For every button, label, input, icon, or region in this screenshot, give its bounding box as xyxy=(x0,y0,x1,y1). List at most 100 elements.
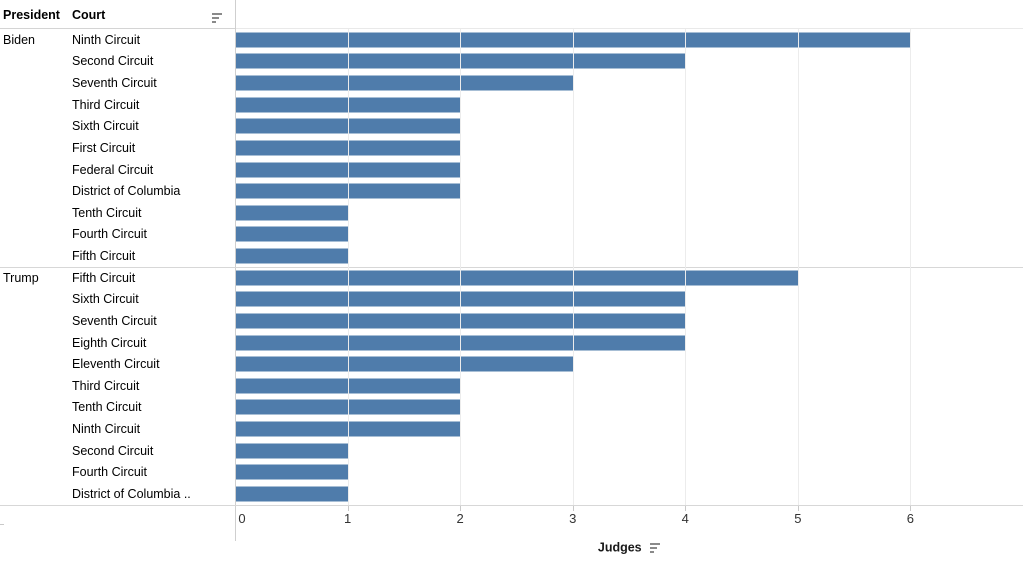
chart-row: Second Circuit xyxy=(0,440,1023,462)
bar[interactable] xyxy=(236,97,462,113)
bar[interactable] xyxy=(236,486,349,502)
chart-row: Sixth Circuit xyxy=(0,289,1023,311)
gridline xyxy=(572,29,574,505)
court-label[interactable]: Tenth Circuit xyxy=(72,400,142,415)
court-label[interactable]: Fourth Circuit xyxy=(72,465,148,480)
court-label[interactable]: Eighth Circuit xyxy=(72,335,147,350)
bar[interactable] xyxy=(236,248,349,264)
bar[interactable] xyxy=(236,399,462,415)
chart-row: Tenth Circuit xyxy=(0,202,1023,224)
court-label[interactable]: Seventh Circuit xyxy=(72,313,157,328)
x-tick-label: 3 xyxy=(569,511,577,526)
court-label[interactable]: Fifth Circuit xyxy=(72,270,136,285)
chart-row: Third Circuit xyxy=(0,94,1023,116)
bar[interactable] xyxy=(236,226,349,242)
court-label[interactable]: Eleventh Circuit xyxy=(72,357,160,372)
tick-mark xyxy=(910,506,912,511)
court-label[interactable]: First Circuit xyxy=(72,140,136,155)
court-label[interactable]: Third Circuit xyxy=(72,378,140,393)
left-edge-tick xyxy=(0,524,4,525)
court-label[interactable]: Second Circuit xyxy=(72,443,154,458)
chart-row: Third Circuit xyxy=(0,375,1023,397)
bar[interactable] xyxy=(236,118,462,134)
chart-row: First Circuit xyxy=(0,137,1023,159)
bar[interactable] xyxy=(236,464,349,480)
x-tick-label: 1 xyxy=(343,511,352,526)
x-axis-title-label: Judges xyxy=(597,540,642,555)
court-label[interactable]: Sixth Circuit xyxy=(72,119,139,134)
chart-row: Fifth Circuit xyxy=(0,245,1023,267)
sort-descending-icon[interactable] xyxy=(650,542,661,553)
bar[interactable] xyxy=(236,421,462,437)
chart-row: Tenth Circuit xyxy=(0,397,1023,419)
chart-row: Trump Fifth Circuit xyxy=(0,267,1023,289)
court-label[interactable]: Sixth Circuit xyxy=(72,292,139,307)
court-label[interactable]: Ninth Circuit xyxy=(72,32,141,47)
gridline xyxy=(797,29,799,505)
gridline xyxy=(460,29,462,505)
president-label[interactable]: Trump xyxy=(3,270,39,285)
chart-row: District of Columbia xyxy=(0,180,1023,202)
axis-bottom-border xyxy=(0,505,1023,506)
bar[interactable] xyxy=(236,75,574,91)
section-separator xyxy=(0,267,1023,268)
chart-row: Eighth Circuit xyxy=(0,332,1023,354)
court-label[interactable]: Tenth Circuit xyxy=(72,205,142,220)
chart-row: District of Columbia .. xyxy=(0,483,1023,505)
axis-divider-line xyxy=(235,0,236,541)
court-label[interactable]: Third Circuit xyxy=(72,97,140,112)
x-tick-label: 2 xyxy=(456,511,464,526)
tick-mark xyxy=(797,506,799,511)
court-label[interactable]: District of Columbia .. xyxy=(72,486,191,501)
x-axis-title[interactable]: Judges xyxy=(235,540,1023,555)
x-tick-label: 5 xyxy=(794,511,802,526)
chart-row: Biden Ninth Circuit xyxy=(0,29,1023,51)
chart-row: Fourth Circuit xyxy=(0,462,1023,484)
gridline xyxy=(685,29,687,505)
column-header-president[interactable]: President xyxy=(3,8,60,22)
chart-row: Federal Circuit xyxy=(0,159,1023,181)
bar[interactable] xyxy=(236,356,574,372)
plot-top-border xyxy=(236,28,1023,29)
bar[interactable] xyxy=(236,205,349,221)
president-label[interactable]: Biden xyxy=(3,32,35,47)
bar[interactable] xyxy=(236,291,687,307)
bar[interactable] xyxy=(236,378,462,394)
court-label[interactable]: Seventh Circuit xyxy=(72,76,157,91)
chart-row: Sixth Circuit xyxy=(0,116,1023,138)
bar[interactable] xyxy=(236,183,462,199)
court-label[interactable]: Second Circuit xyxy=(72,54,154,69)
x-tick-label: 0 xyxy=(238,511,246,526)
tick-mark xyxy=(685,506,687,511)
bar[interactable] xyxy=(236,270,799,286)
gridline xyxy=(910,29,912,505)
tick-mark xyxy=(347,506,349,511)
bar[interactable] xyxy=(236,32,912,48)
tick-mark xyxy=(572,506,574,511)
court-label[interactable]: Fourth Circuit xyxy=(72,227,148,242)
chart-row: Seventh Circuit xyxy=(0,310,1023,332)
bar[interactable] xyxy=(236,335,687,351)
rows: Biden Ninth Circuit Second Circuit Seventh … xyxy=(0,29,1023,505)
x-tick-label: 4 xyxy=(681,511,689,526)
bar[interactable] xyxy=(236,162,462,178)
x-tick-label: 6 xyxy=(906,511,915,526)
bar[interactable] xyxy=(236,53,687,69)
court-label[interactable]: Federal Circuit xyxy=(72,162,154,177)
chart-row: Seventh Circuit xyxy=(0,72,1023,94)
court-label[interactable]: Fifth Circuit xyxy=(72,249,136,264)
bar[interactable] xyxy=(236,140,462,156)
chart-row: Eleventh Circuit xyxy=(0,353,1023,375)
chart-row: Second Circuit xyxy=(0,51,1023,73)
court-label[interactable]: District of Columbia xyxy=(72,184,181,199)
bar[interactable] xyxy=(236,443,349,459)
header-underline xyxy=(0,28,235,29)
bar[interactable] xyxy=(236,313,687,329)
column-header-court[interactable]: Court xyxy=(72,8,106,22)
sort-descending-icon[interactable] xyxy=(212,13,222,23)
chart-row: Fourth Circuit xyxy=(0,224,1023,246)
court-label[interactable]: Ninth Circuit xyxy=(72,422,141,437)
tick-mark xyxy=(460,506,462,511)
gridline xyxy=(347,29,349,505)
